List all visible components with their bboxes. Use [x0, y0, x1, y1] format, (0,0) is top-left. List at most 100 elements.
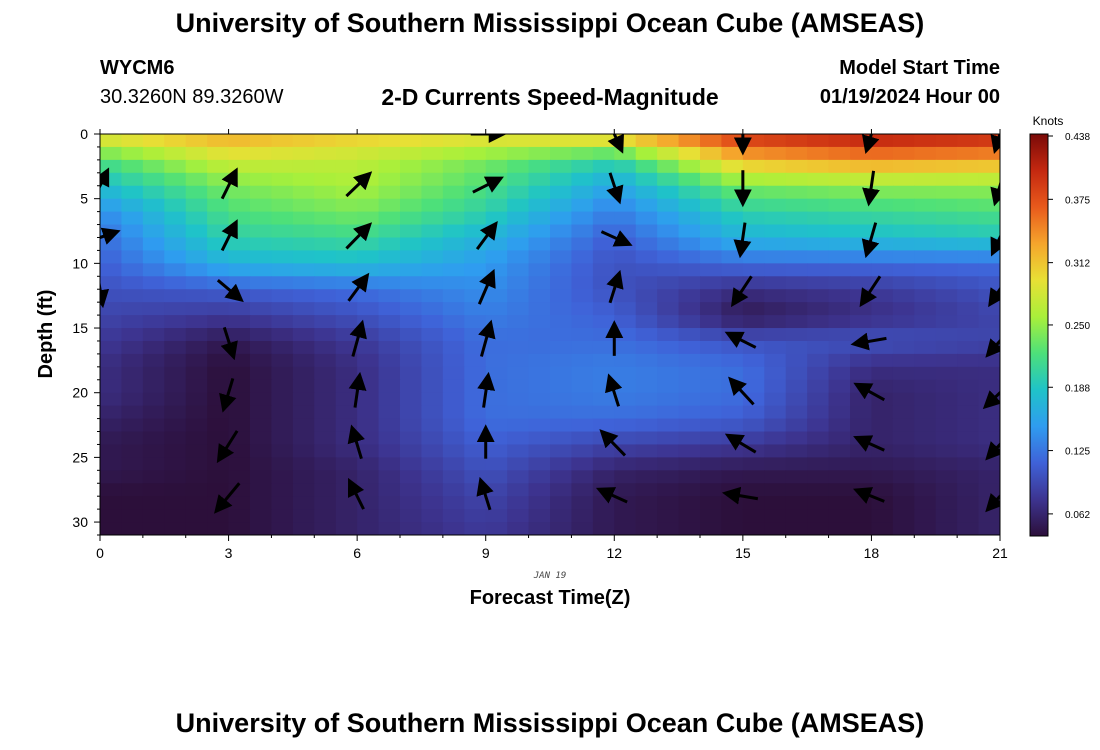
heatmap-cell: [292, 263, 315, 277]
y-tick-label: 5: [80, 191, 88, 207]
heatmap-cell: [121, 198, 144, 213]
heatmap-cell: [314, 134, 337, 148]
heatmap-cell: [914, 263, 937, 277]
heatmap-cell: [464, 172, 487, 187]
heatmap-cell: [850, 496, 873, 510]
heatmap-cell: [550, 457, 573, 471]
heatmap-cell: [935, 263, 958, 277]
heatmap-cell: [400, 522, 423, 535]
heatmap-cell: [592, 185, 615, 200]
heatmap-cell: [978, 522, 1000, 535]
heatmap-cell: [678, 522, 701, 535]
heatmap-cell: [421, 315, 444, 329]
heatmap-cell: [335, 198, 358, 213]
heatmap-cell: [828, 250, 851, 264]
current-vector: [605, 373, 623, 407]
heatmap-cell: [764, 315, 787, 329]
current-vector: [478, 319, 496, 357]
heatmap-cell: [742, 353, 765, 368]
heatmap-cell: [592, 444, 615, 458]
current-vector: [216, 430, 239, 464]
heatmap-cell: [442, 146, 465, 161]
heatmap-cell: [271, 418, 294, 433]
heatmap-cell: [335, 509, 358, 523]
heatmap-cell: [550, 263, 573, 277]
heatmap-cell: [678, 366, 701, 381]
heatmap-cell: [464, 392, 487, 407]
heatmap-cell: [807, 302, 830, 316]
current-vector: [220, 326, 238, 361]
heatmap-cell: [914, 224, 937, 239]
heatmap-cell: [442, 224, 465, 239]
heatmap-cell: [507, 366, 530, 381]
heatmap-cell: [271, 198, 294, 213]
heatmap-cell: [871, 237, 894, 252]
heatmap-cell: [742, 315, 765, 329]
heatmap-cell: [100, 431, 123, 446]
heatmap-cell: [421, 237, 444, 252]
heatmap-cell: [378, 263, 401, 277]
heatmap-cell: [935, 172, 958, 187]
heatmap-cell: [485, 185, 508, 200]
heatmap-cell: [185, 211, 208, 226]
heatmap-cell: [464, 470, 487, 484]
heatmap-cell: [592, 340, 615, 355]
heatmap-cell: [357, 237, 380, 252]
heatmap-cell: [378, 366, 401, 381]
heatmap-cell: [935, 276, 958, 290]
heatmap-cell: [421, 470, 444, 484]
heatmap-cell: [378, 392, 401, 407]
heatmap-cell: [978, 405, 1000, 420]
heatmap-cell: [164, 237, 187, 252]
heatmap-cell: [935, 353, 958, 368]
heatmap-cell: [464, 250, 487, 264]
heatmap-cell: [485, 379, 508, 394]
colorbar-tick-label: 0.375: [1065, 195, 1090, 206]
current-vector: [861, 222, 880, 259]
heatmap-cell: [142, 379, 165, 394]
heatmap-cell: [142, 134, 165, 148]
heatmap-cell: [957, 302, 980, 316]
heatmap-cell: [121, 431, 144, 446]
heatmap-cell: [828, 146, 851, 161]
heatmap-cell: [657, 431, 680, 446]
current-vector: [853, 487, 885, 504]
current-vector: [477, 371, 496, 408]
current-vector: [349, 319, 367, 357]
heatmap-cell: [507, 509, 530, 523]
heatmap-cell: [185, 418, 208, 433]
heatmap-cell: [742, 457, 765, 471]
heatmap-cell: [507, 483, 530, 497]
heatmap-cell: [978, 263, 1000, 277]
heatmap-cell: [550, 405, 573, 420]
heatmap-cell: [228, 483, 251, 497]
heatmap-cell: [914, 315, 937, 329]
heatmap-cell: [400, 315, 423, 329]
heatmap-cell: [807, 496, 830, 510]
heatmap-cell: [785, 146, 808, 161]
current-vector: [345, 222, 373, 250]
heatmap-cell: [507, 224, 530, 239]
heatmap-cell: [764, 418, 787, 433]
heatmap-cell: [357, 198, 380, 213]
heatmap-cell: [721, 146, 744, 161]
heatmap-cell: [442, 509, 465, 523]
heatmap-cell: [828, 392, 851, 407]
heatmap-cell: [335, 263, 358, 277]
heatmap-cell: [100, 159, 123, 174]
heatmap-cell: [635, 418, 658, 433]
heatmap-cell: [292, 276, 315, 290]
heatmap-cell: [228, 237, 251, 252]
heatmap-cell: [742, 250, 765, 264]
heatmap-cell: [935, 444, 958, 458]
heatmap-cell: [550, 211, 573, 226]
heatmap-cell: [292, 159, 315, 174]
current-vector: [990, 233, 1000, 257]
current-vector: [347, 272, 370, 302]
heatmap-cell: [100, 315, 123, 329]
heatmap-cell: [785, 134, 808, 148]
heatmap-cell: [828, 159, 851, 174]
heatmap-cell: [935, 509, 958, 523]
heatmap-cell: [357, 340, 380, 355]
heatmap-cell: [292, 522, 315, 535]
